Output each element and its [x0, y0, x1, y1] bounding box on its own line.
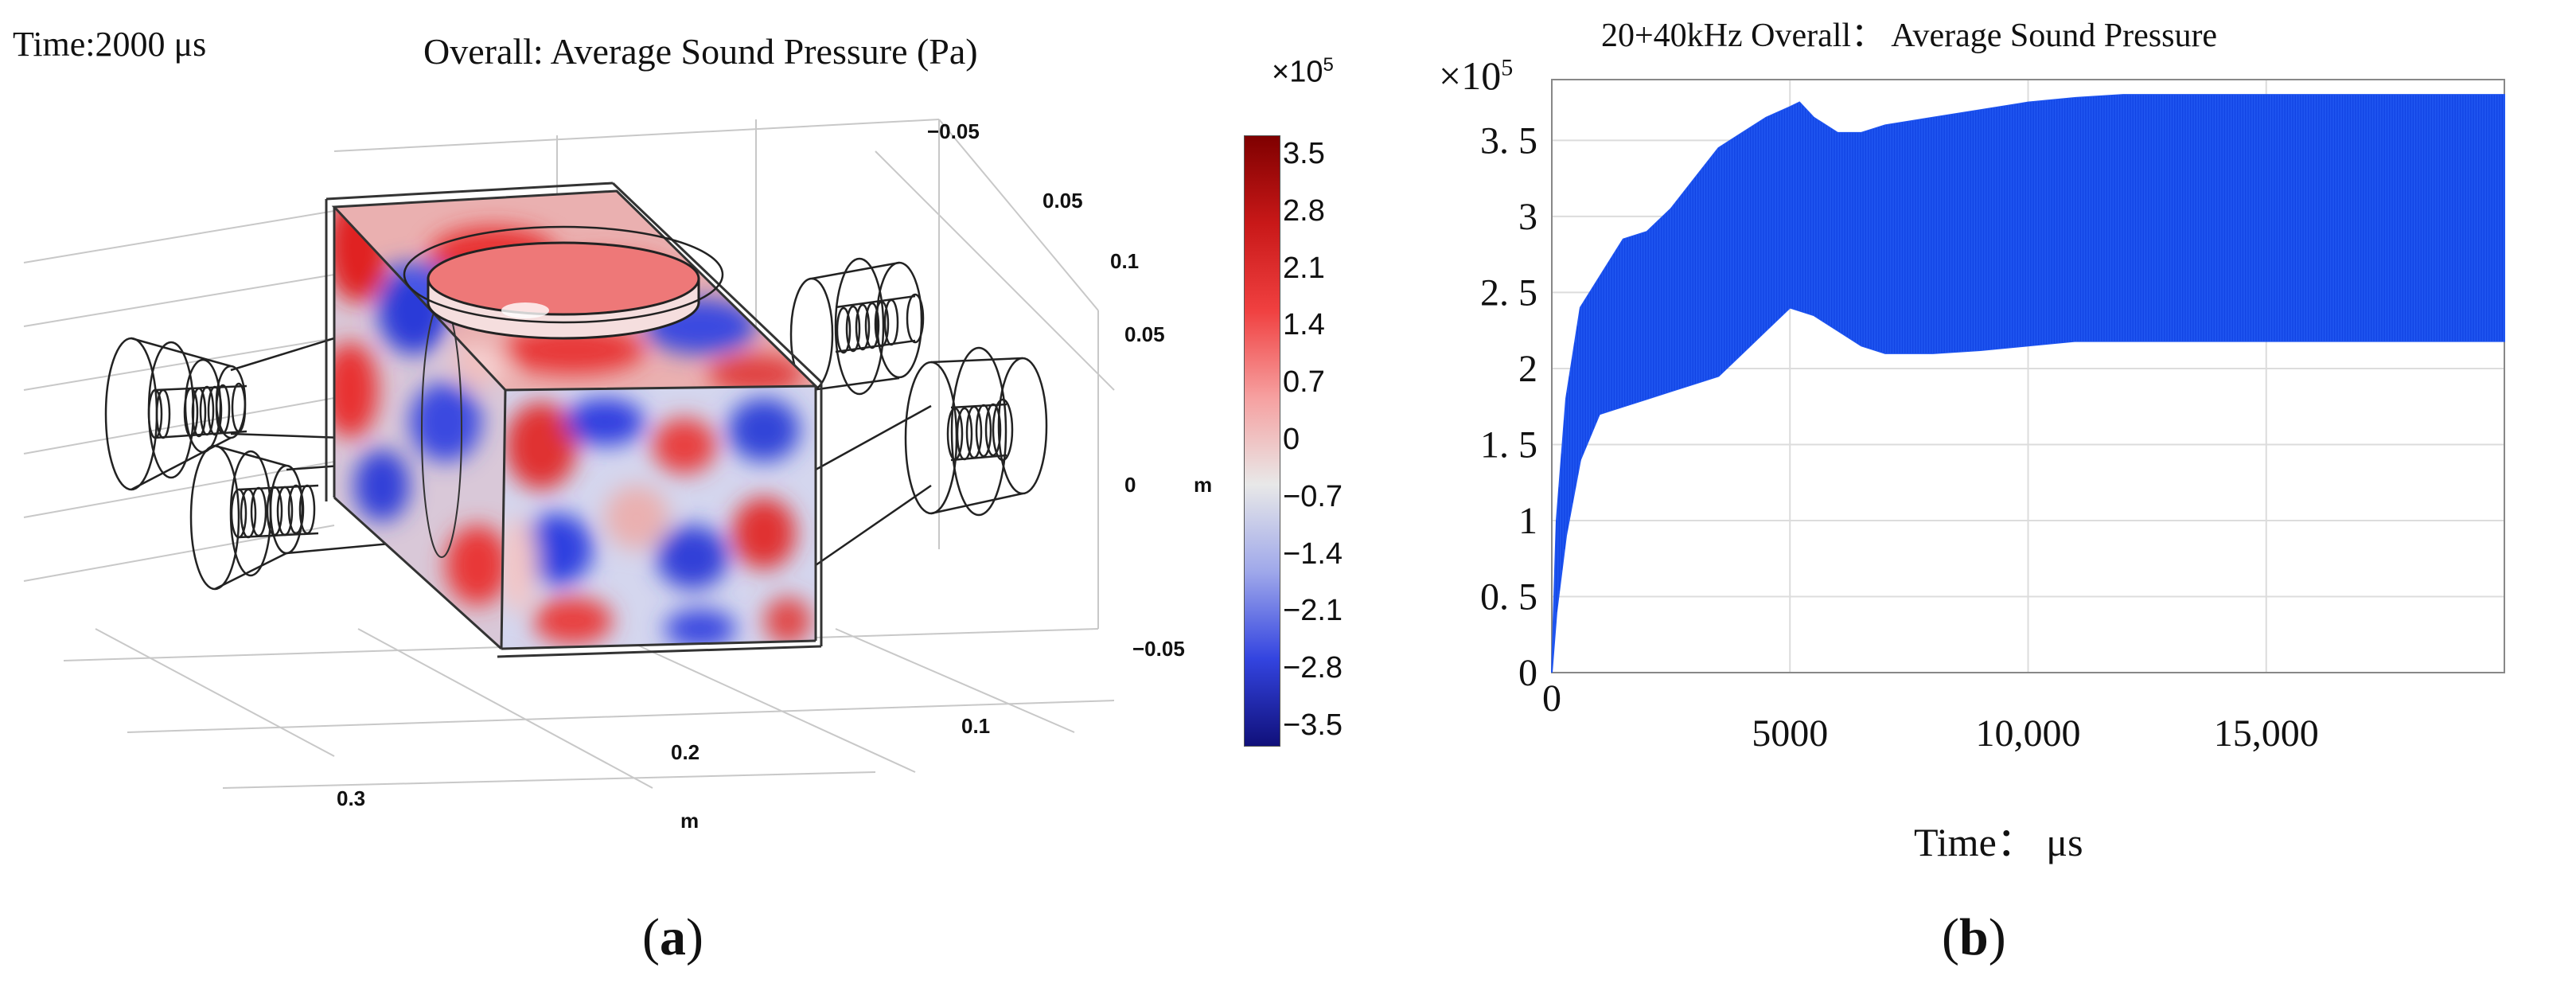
- colorbar-multiplier-exponent: 5: [1323, 54, 1334, 76]
- transducer-top-disk: [403, 225, 724, 340]
- colorbar-multiplier: ×105: [1272, 54, 1334, 90]
- colorbar-tick: −3.5: [1283, 708, 1343, 742]
- y-multiplier-base: ×10: [1439, 53, 1502, 98]
- axis-label-right-7: 0.1: [961, 714, 991, 738]
- cube-front-face: [501, 386, 816, 649]
- colorbar-tick: 2.1: [1283, 251, 1325, 285]
- panel-a-3d-view: [23, 119, 1115, 789]
- grid-lines: [23, 119, 1115, 789]
- transducer-right-lower: [815, 346, 1048, 567]
- axis-label-right-5: 0: [1124, 473, 1136, 497]
- panel-b-label-letter: b: [1958, 908, 1989, 966]
- colorbar-tick: 0.7: [1283, 365, 1325, 400]
- y-multiplier-exponent: 5: [1501, 54, 1514, 81]
- y-tick-label: 0. 5: [1480, 575, 1537, 618]
- panel-a-label-letter: a: [659, 908, 686, 966]
- x-tick-label: 10,000: [1976, 712, 2081, 755]
- panel-a-title: Overall: Average Sound Pressure (Pa): [423, 31, 978, 72]
- axis-label-bottom-1: 0.2: [671, 740, 700, 764]
- y-tick-label: 2. 5: [1480, 271, 1537, 314]
- series-oscillation: [1556, 95, 2503, 612]
- x-tick-label: 0: [1542, 677, 1561, 720]
- axis-unit-right: m: [1194, 473, 1213, 497]
- x-tick-label: 5000: [1752, 712, 1828, 755]
- y-tick-label: 1: [1518, 500, 1537, 542]
- panel-a-label-open: (: [642, 908, 660, 966]
- y-tick-label: 1. 5: [1480, 423, 1537, 466]
- y-multiplier: ×105: [1439, 53, 1513, 99]
- colorbar-multiplier-base: ×10: [1272, 55, 1323, 89]
- axis-label-right-6: −0.05: [1132, 637, 1185, 661]
- colorbar-ticks: 3.5 2.8 2.1 1.4 0.7 0 −0.7 −1.4 −2.1 −2.8 −3.5: [1283, 135, 1378, 745]
- y-tick-label: 3: [1518, 196, 1537, 238]
- axis-unit-bottom: m: [680, 809, 700, 833]
- axis-label-right-3: 0.1: [1110, 249, 1140, 273]
- axis-label-right-1: −0.05: [927, 119, 980, 143]
- x-tick-label: 15,000: [2214, 712, 2319, 755]
- colorbar-tick: −2.8: [1283, 651, 1343, 685]
- colorbar-tick: 0: [1283, 423, 1300, 456]
- x-axis-label: Time： μs: [1914, 820, 2083, 864]
- plot-frame: [1551, 79, 2505, 673]
- panel-a-time-label: Time:2000 μs: [13, 25, 207, 64]
- transducer-left-upper: [104, 337, 343, 491]
- panel-a-label: (a): [642, 907, 703, 968]
- axis-label-right-4: 0.05: [1124, 322, 1165, 346]
- axis-label-bottom-2: 0.3: [337, 786, 366, 810]
- colorbar-tick: −1.4: [1283, 536, 1343, 571]
- colorbar-tick: −0.7: [1283, 479, 1343, 513]
- panel-a-label-close: ): [685, 908, 703, 966]
- y-tick-label: 3. 5: [1480, 119, 1537, 162]
- colorbar-gradient: [1244, 135, 1280, 747]
- panel-b-label-close: ): [1988, 908, 2006, 966]
- panel-b-title: 20+40kHz Overall： Average Sound Pressure: [1601, 18, 2218, 54]
- colorbar-tick: 1.4: [1283, 308, 1325, 342]
- colorbar-tick: 3.5: [1283, 137, 1325, 170]
- axis-label-right-2: 0.05: [1042, 189, 1083, 213]
- y-tick-label: 0: [1518, 652, 1537, 694]
- y-tick-label: 2: [1518, 348, 1537, 390]
- chart-b: 0 0. 5 1 1. 5 2 2. 5 3 3. 5 0 5000 10,000 15,000: [1480, 79, 2505, 755]
- panel-b-label-open: (: [1942, 908, 1959, 966]
- colorbar-tick: 2.8: [1283, 193, 1325, 228]
- colorbar-tick: −2.1: [1283, 594, 1343, 628]
- transducer-right-upper: [789, 257, 925, 396]
- panel-b-label: (b): [1942, 907, 2006, 968]
